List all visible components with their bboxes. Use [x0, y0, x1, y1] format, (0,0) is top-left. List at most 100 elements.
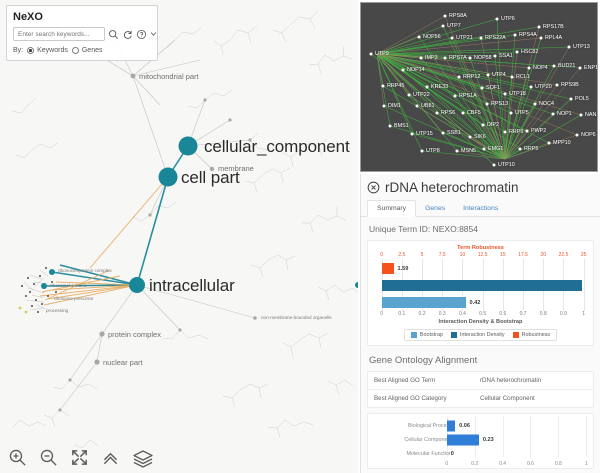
ontology-tree-graph[interactable] — [0, 0, 358, 473]
gene-node-utp9[interactable]: UTP9 — [375, 51, 389, 57]
gene-node-ssa1[interactable]: SSA1 — [499, 53, 513, 59]
gene-node-nop6[interactable]: NOP6 — [581, 132, 596, 138]
tree-node-label-cell-part[interactable]: cell part — [181, 168, 240, 187]
gene-node-utp7[interactable]: UTP7 — [447, 23, 461, 29]
radio-genes[interactable]: Genes — [71, 47, 102, 54]
gene-node-rcl1[interactable]: RCL1 — [516, 74, 530, 80]
gene-node-noc4[interactable]: NOC4 — [539, 101, 554, 107]
gene-node-rps6[interactable]: RPS6 — [441, 110, 456, 116]
legend-label-interaction-density: Interaction Density — [459, 332, 505, 338]
gene-node-rps4a[interactable]: RPS4A — [519, 32, 537, 38]
zoom-in-icon[interactable] — [8, 448, 27, 467]
tree-node-label-intracellular[interactable]: intracellular — [149, 276, 235, 295]
gene-node-sik6[interactable]: SIK6 — [474, 134, 486, 140]
gene-node-utp5[interactable]: UTP5 — [515, 110, 529, 116]
gene-node-pwp2[interactable]: PWP2 — [531, 128, 547, 134]
gene-node-nop14[interactable]: NOP14 — [407, 67, 425, 73]
gene-node-cbf5[interactable]: CBF5 — [467, 110, 481, 116]
gene-node-nop56[interactable]: NOP56 — [423, 34, 441, 40]
gene-node-utp8[interactable]: UTP8 — [426, 148, 440, 154]
close-circle-icon[interactable] — [367, 181, 380, 194]
gene-node-rps7a[interactable]: RPS7A — [449, 55, 467, 61]
chevron-up-icon[interactable] — [101, 448, 120, 467]
tree-node-label-protein-complex[interactable]: protein complex — [108, 330, 161, 339]
tree-node-label-non-membrane-bounded-organelle[interactable]: non-membrane-bounded organelle — [261, 315, 332, 320]
chevron-down-icon[interactable] — [150, 29, 157, 40]
gene-node-rps1a[interactable]: RPS1A — [459, 93, 477, 99]
legend-swatch-interaction-density — [450, 332, 457, 338]
gene-node-mpp10[interactable]: MPP10 — [553, 140, 571, 146]
tree-node-label-nuclear-part[interactable]: nuclear part — [103, 358, 143, 367]
refresh-icon[interactable] — [122, 29, 133, 40]
gene-node-nan1[interactable]: NAN1 — [585, 112, 598, 118]
gene-node-nop58[interactable]: NOP58 — [474, 55, 492, 61]
gene-node-utp22[interactable]: UTP22 — [413, 92, 430, 98]
tree-node-label-ribosomal-subunit[interactable]: ribosomal subunit — [50, 283, 87, 288]
gene-node-utp15[interactable]: UTP15 — [416, 131, 433, 137]
gene-node-msn5[interactable]: MSN5 — [461, 148, 476, 154]
gene-node-dim1[interactable]: DIM1 — [388, 103, 401, 109]
term-detail-panel[interactable]: rDNA heterochromatin Summary Genes Inter… — [360, 174, 600, 473]
gene-node-utp10[interactable]: UTP10 — [498, 162, 515, 168]
gridline — [586, 416, 588, 457]
tree-node-label-mitochondrial-part[interactable]: mitochondrial part — [139, 72, 199, 81]
gene-node-utp21[interactable]: UTP21 — [456, 35, 473, 41]
fit-to-screen-icon[interactable] — [70, 448, 89, 467]
tree-node-label-ribonucleoprotein-complex[interactable]: ribonucleoprotein complex — [58, 268, 112, 273]
gene-node-imp3[interactable]: IMP3 — [425, 55, 438, 61]
tree-node-label-cellular-component[interactable]: cellular_component — [204, 137, 350, 156]
gene-node-rps17b[interactable]: RPS17B — [543, 24, 564, 30]
tree-node-label-ribosome-precursor[interactable]: ribosome precursor — [54, 296, 94, 301]
gene-node-utp18[interactable]: UTP18 — [509, 91, 526, 97]
gene-node-enp1[interactable]: ENP1 — [584, 65, 598, 71]
gene-node-hsc82[interactable]: HSC82 — [521, 49, 539, 55]
search-icon[interactable] — [108, 29, 119, 40]
gene-node-pol5[interactable]: POL5 — [575, 96, 589, 102]
gene-node-ssb1[interactable]: SSB1 — [447, 130, 461, 136]
radio-genes-dot[interactable] — [71, 47, 79, 54]
gene-node-dip2[interactable]: DIP2 — [487, 122, 499, 128]
legend-item-bootstrap[interactable]: Bootstrap — [410, 332, 443, 338]
help-icon[interactable] — [136, 29, 147, 40]
gene-node-rps13[interactable]: RPS13 — [491, 101, 509, 107]
gene-node-utp4[interactable]: UTP4 — [492, 72, 506, 78]
search-input[interactable] — [13, 27, 105, 41]
gene-network-graph[interactable] — [361, 3, 598, 172]
zoom-out-icon[interactable] — [39, 448, 58, 467]
gene-node-kre33[interactable]: KRE33 — [431, 84, 449, 90]
go-value-cellular-component: 0.23 — [482, 437, 494, 443]
radio-keywords[interactable]: Keywords — [27, 47, 68, 54]
gene-node-nop4[interactable]: NOP4 — [533, 65, 548, 71]
tab-genes[interactable]: Genes — [425, 205, 446, 212]
gene-node-bms1[interactable]: BMS1 — [394, 123, 409, 129]
gene-node-ub81[interactable]: UB81 — [421, 103, 435, 109]
bottom-tick-0.5: 0.5 — [479, 311, 487, 317]
gene-node-rps8a[interactable]: RPS8A — [449, 13, 467, 19]
tab-summary[interactable]: Summary — [367, 200, 417, 217]
gene-node-nop1[interactable]: NOP1 — [557, 111, 572, 117]
gene-node-rpl4a[interactable]: RPL4A — [545, 35, 563, 41]
gene-node-rrp9[interactable]: RRP9 — [509, 129, 524, 135]
gene-node-utp13[interactable]: UTP13 — [573, 44, 590, 50]
layers-icon[interactable] — [132, 448, 154, 468]
tree-node-label-membrane[interactable]: membrane — [218, 164, 254, 173]
tab-interactions[interactable]: Interactions — [463, 205, 499, 212]
tree-node-label-processing[interactable]: processing — [46, 308, 69, 313]
gene-node-rrp12[interactable]: RRP12 — [463, 74, 481, 80]
term-robustness-chart: Term Robustness 0 2.5 5 7.5 10 12.5 15 17.5 20 22… — [367, 240, 594, 346]
ontology-tree-panel[interactable]: cellular_component cell part intracellul… — [0, 0, 358, 473]
gene-node-utp20[interactable]: UTP20 — [535, 84, 552, 90]
gene-node-rrp5[interactable]: RRP5 — [524, 146, 539, 152]
gene-node-emg1[interactable]: EMG1 — [488, 146, 504, 152]
tree-toolbar — [8, 448, 154, 468]
legend-item-interaction-density[interactable]: Interaction Density — [450, 332, 505, 338]
gene-node-utp6[interactable]: UTP6 — [501, 16, 515, 22]
gene-node-rps22a[interactable]: RPS22A — [485, 35, 506, 41]
gene-node-bud21[interactable]: BUD21 — [558, 63, 576, 69]
gene-node-sof1[interactable]: SOF1 — [486, 85, 501, 91]
gene-node-rrp45[interactable]: RRP45 — [387, 83, 405, 89]
legend-item-robustness[interactable]: Robustness — [512, 332, 550, 338]
gene-node-rps9b[interactable]: RPS9B — [561, 82, 579, 88]
radio-keywords-dot[interactable] — [27, 47, 35, 54]
gene-interaction-network-panel[interactable]: RPS8A UTP6 UTP7 RPS17B NOP56 UTP21 RPS22A RPS4A… — [360, 2, 598, 172]
